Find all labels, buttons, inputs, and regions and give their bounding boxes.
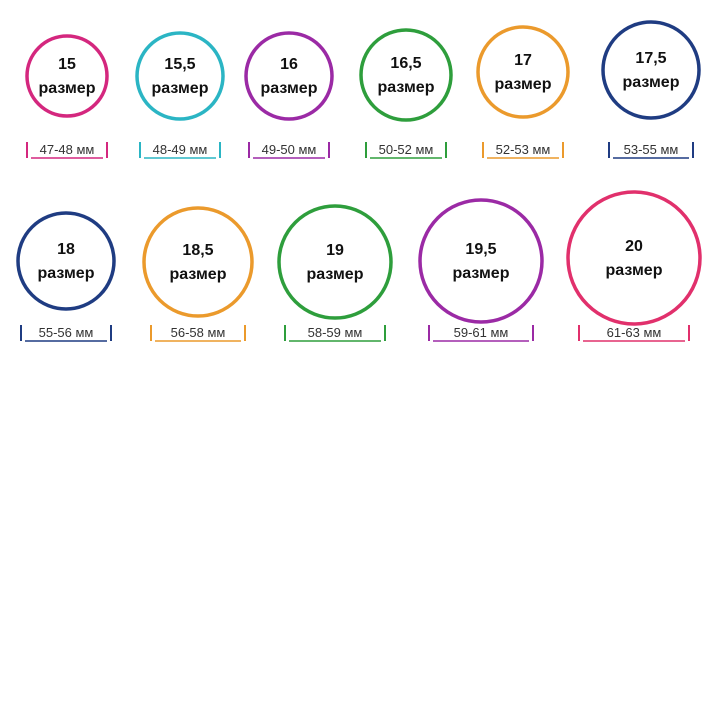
ring-size-word: размер bbox=[152, 80, 209, 97]
ring-size-word: размер bbox=[453, 265, 510, 282]
ring-size-word: размер bbox=[38, 265, 95, 282]
ring-circle bbox=[25, 34, 109, 118]
ring-size-number: 15 bbox=[58, 56, 76, 73]
ring-circle bbox=[566, 190, 702, 326]
ring-circle bbox=[359, 28, 453, 122]
ring-circle bbox=[601, 20, 701, 120]
diameter-range-label: 53-55 мм bbox=[624, 142, 679, 157]
ring-item: 15,5 размер 48-49 мм bbox=[135, 31, 225, 159]
ring-size-number: 17 bbox=[514, 52, 532, 69]
ring-size-number: 16,5 bbox=[390, 55, 421, 72]
ring-size-number: 18 bbox=[57, 241, 75, 258]
ring-size-number: 16 bbox=[280, 56, 298, 73]
ring-size-number: 19,5 bbox=[465, 241, 496, 258]
ring-size-number: 17,5 bbox=[635, 50, 666, 67]
ring-size-word: размер bbox=[39, 80, 96, 97]
ring-item: 17 размер 52-53 мм bbox=[476, 25, 570, 159]
ring-item: 17,5 размер 53-55 мм bbox=[601, 20, 701, 159]
diameter-range-label: 55-56 мм bbox=[39, 325, 94, 340]
diameter-range-label: 61-63 мм bbox=[607, 325, 662, 340]
diameter-range-label: 50-52 мм bbox=[379, 142, 434, 157]
ring-size-word: размер bbox=[261, 80, 318, 97]
ring-item: 15 размер 47-48 мм bbox=[25, 34, 109, 159]
ring-size-word: размер bbox=[623, 74, 680, 91]
ring-circle bbox=[142, 206, 254, 318]
ring-size-word: размер bbox=[606, 262, 663, 279]
ring-item: 18 размер 55-56 мм bbox=[16, 211, 116, 342]
ring-item: 19,5 размер 59-61 мм bbox=[418, 198, 544, 342]
ring-circle bbox=[476, 25, 570, 119]
ring-circle bbox=[135, 31, 225, 121]
ring-item: 16,5 размер 50-52 мм bbox=[359, 28, 453, 159]
diameter-range-label: 48-49 мм bbox=[153, 142, 208, 157]
ring-size-number: 18,5 bbox=[182, 242, 213, 259]
ring-size-word: размер bbox=[170, 266, 227, 283]
diameter-range-label: 47-48 мм bbox=[40, 142, 95, 157]
ring-circle bbox=[418, 198, 544, 324]
ring-item: 16 размер 49-50 мм bbox=[244, 31, 334, 159]
ring-item: 19 размер 58-59 мм bbox=[277, 204, 393, 342]
ring-size-word: размер bbox=[378, 79, 435, 96]
diameter-range-label: 58-59 мм bbox=[308, 325, 363, 340]
diameter-range-label: 56-58 мм bbox=[171, 325, 226, 340]
ring-item: 20 размер 61-63 мм bbox=[566, 190, 702, 342]
ring-circle bbox=[16, 211, 116, 311]
diameter-range-label: 59-61 мм bbox=[454, 325, 509, 340]
ring-size-number: 19 bbox=[326, 242, 344, 259]
ring-size-word: размер bbox=[307, 266, 364, 283]
ring-size-word: размер bbox=[495, 76, 552, 93]
ring-circle bbox=[244, 31, 334, 121]
ring-item: 18,5 размер 56-58 мм bbox=[142, 206, 254, 342]
diameter-range-label: 52-53 мм bbox=[496, 142, 551, 157]
ring-circle bbox=[277, 204, 393, 320]
ring-size-number: 20 bbox=[625, 238, 643, 255]
ring-size-number: 15,5 bbox=[164, 56, 195, 73]
diameter-range-label: 49-50 мм bbox=[262, 142, 317, 157]
